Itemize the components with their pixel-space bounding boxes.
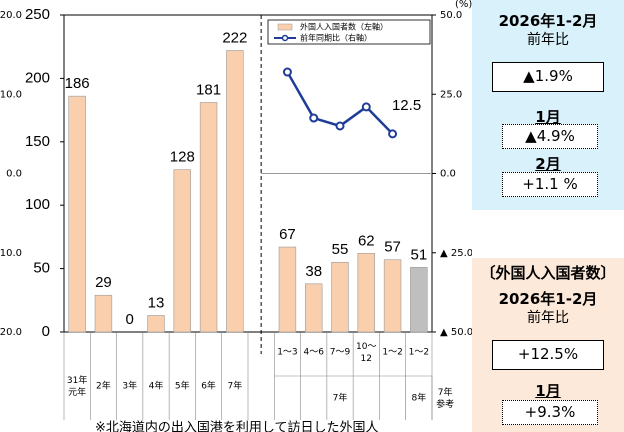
y-tick-label: 150 <box>25 133 50 150</box>
bar <box>68 95 86 333</box>
y-tick-label: 0 <box>42 323 50 340</box>
x-tick-label: 1～2 <box>382 348 402 358</box>
bar <box>226 50 244 333</box>
bar <box>305 283 323 333</box>
x-tick-label: 31年元年 <box>67 374 87 398</box>
label: 前年比 <box>527 32 569 48</box>
bar-label: 62 <box>358 232 375 249</box>
x-tick-label: 3年 <box>122 380 137 392</box>
x-tick-label: 4～6 <box>303 348 324 358</box>
bar-label: 13 <box>148 294 165 311</box>
legend: 外国人入国者数（左軸）前年同期比（右軸） <box>267 19 431 45</box>
bar-label: 181 <box>196 81 221 98</box>
month-value: +9.3% <box>502 400 598 425</box>
partial-axis-label: 20.0 <box>0 10 22 21</box>
bar-label: 67 <box>279 226 296 243</box>
y2-tick-label: ▲ 50.0 <box>440 327 472 338</box>
line-point <box>361 102 371 112</box>
bar-label: 55 <box>332 241 349 258</box>
period: 2026年1-2月 <box>498 290 598 308</box>
bar <box>147 315 165 333</box>
bar-label: 0 <box>126 311 134 328</box>
x-tick-label: 10～ 12 <box>356 342 376 364</box>
month-value: ▲4.9% <box>502 124 598 149</box>
total-panel: 2026年1-2月 前年比 ▲1.9% 1月 ▲4.9% 2月 +1.1 % <box>472 0 624 210</box>
line-point <box>335 121 345 131</box>
partial-axis-label: 10.0 <box>0 89 22 100</box>
x-tick-label: 2年 <box>96 380 111 392</box>
month: 1月 <box>535 382 561 400</box>
month: 1月 <box>535 108 561 126</box>
bar <box>410 267 428 333</box>
x-tick-label: 1～2 <box>409 348 429 358</box>
bar <box>357 253 375 333</box>
legend-swatch <box>281 34 289 42</box>
y-tick-label: 200 <box>25 69 50 86</box>
line-point <box>309 113 319 123</box>
label: 前年比 <box>527 310 569 326</box>
x-tick-label: 6年 <box>201 380 216 392</box>
bar-label: 186 <box>65 75 90 92</box>
value-box: ▲1.9% <box>492 62 604 92</box>
line-label: 12.5 <box>392 97 421 114</box>
bar <box>173 169 191 333</box>
x-tick-label: 4年 <box>149 380 164 392</box>
title: 〔外国人入国者数〕 <box>480 264 616 282</box>
x-tick-label: 5年 <box>175 380 190 392</box>
chart: 0 50 100 150 200 250 50.0 25.0 0.0 ▲ 25.0 ▲ 50.0 (%… <box>0 0 472 432</box>
y-tick-label: 100 <box>25 196 50 213</box>
partial-axis-label: 0.0 <box>6 169 22 180</box>
y2-unit: (%) <box>455 0 472 10</box>
foreign-panel: 〔外国人入国者数〕 2026年1-2月 前年比 +12.5% 1月 +9.3% <box>472 258 624 432</box>
legend-box <box>267 19 431 45</box>
bar <box>278 246 297 333</box>
bar-label: 222 <box>222 29 247 46</box>
y2-tick-label: 0.0 <box>440 169 456 180</box>
month: 2月 <box>535 155 561 173</box>
bar-label: 57 <box>384 239 401 256</box>
line-point <box>282 67 292 77</box>
bar <box>331 261 349 333</box>
x-group-label: 7年 <box>333 392 348 404</box>
legend-label: 前年同期比（右軸） <box>300 33 372 43</box>
bar <box>199 102 218 333</box>
value-box: +12.5% <box>492 340 604 370</box>
x-tick-label: 7～9 <box>330 348 351 358</box>
line-point <box>388 129 398 139</box>
y2-tick-label: 25.0 <box>440 89 462 100</box>
bar-label: 29 <box>95 274 112 291</box>
legend-swatch <box>277 23 293 31</box>
period: 2026年1-2月 <box>498 12 598 30</box>
bar-label: 128 <box>170 149 195 166</box>
note: ※北海道内の出入国港を利用して訪日した外国人 <box>95 420 379 432</box>
partial-axis-label: ▲ 10.0 <box>0 248 22 259</box>
x-tick-label: 1～3 <box>277 348 297 358</box>
y2-tick-label: 50.0 <box>440 10 462 21</box>
bar <box>383 259 402 333</box>
legend-label: 外国人入国者数（左軸） <box>300 22 388 32</box>
y-tick-label: 50 <box>33 260 50 277</box>
bar-label: 51 <box>411 246 428 263</box>
y2-tick-label: ▲ 25.0 <box>440 248 472 259</box>
x-group-label: 7年参考 <box>436 386 454 410</box>
month-value: +1.1 % <box>502 172 598 197</box>
bar-label: 38 <box>305 263 322 280</box>
partial-axis-label: ▲ 20.0 <box>0 327 22 338</box>
x-group-label: 8年 <box>411 392 426 404</box>
bar <box>94 294 113 333</box>
x-tick-label: 7年 <box>227 380 242 392</box>
y-tick-label: 250 <box>25 6 50 23</box>
